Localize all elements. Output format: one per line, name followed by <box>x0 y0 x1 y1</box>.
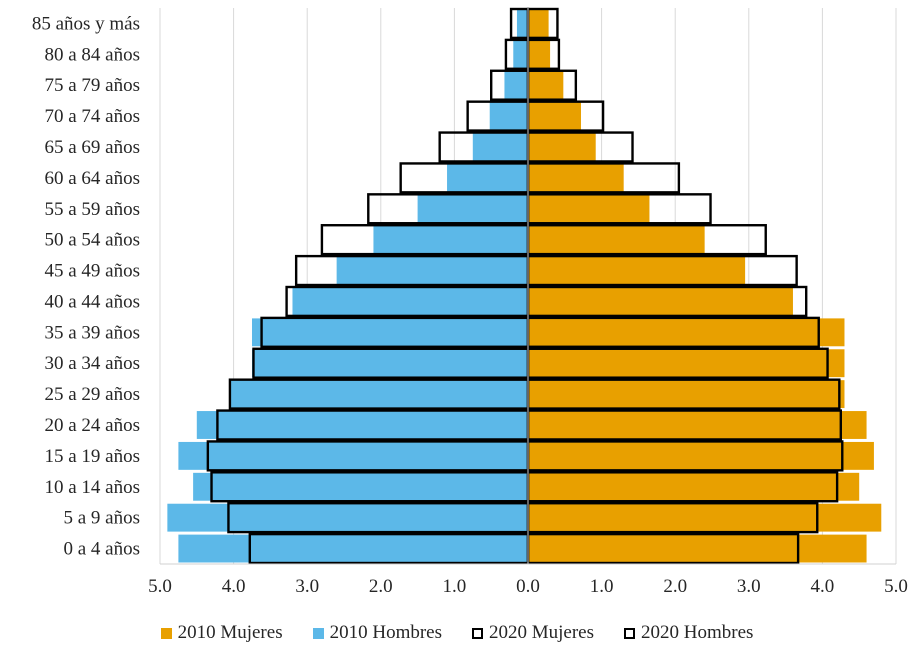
legend-label-2020-mujeres: 2020 Mujeres <box>489 622 595 643</box>
bar-2010-hombres <box>252 318 528 347</box>
age-label: 55 a 59 años <box>44 199 140 220</box>
x-tick-label: 4.0 <box>811 576 835 597</box>
bar-2010-mujeres <box>528 225 705 254</box>
age-labels: 0 a 4 años 5 a 9 años 10 a 14 años 15 a 19 … <box>32 13 140 559</box>
bar-2010-hombres <box>178 441 528 470</box>
x-tick-label: 4.0 <box>222 576 246 597</box>
age-label: 25 a 29 años <box>44 384 140 405</box>
age-label: 45 a 49 años <box>44 261 140 282</box>
legend-item-2020-hombres: 2020 Hombres <box>624 622 753 644</box>
bar-2010-hombres <box>504 71 528 100</box>
age-label: 85 años y más <box>32 13 140 34</box>
age-label: 70 a 74 años <box>44 106 140 127</box>
bar-2010-hombres <box>417 194 528 223</box>
age-label: 80 a 84 años <box>44 44 140 65</box>
bar-2010-mujeres <box>528 40 551 69</box>
bar-2010-hombres <box>167 503 529 532</box>
bar-2010-mujeres <box>528 163 624 192</box>
legend-swatch-2010-hombres <box>312 627 324 639</box>
age-label: 75 a 79 años <box>44 75 140 96</box>
legend-item-2010-hombres: 2010 Hombres <box>312 622 442 644</box>
x-tick-label: 0.0 <box>516 576 540 597</box>
bar-2010-mujeres <box>528 380 845 409</box>
x-tick-label: 5.0 <box>884 576 908 597</box>
bar-2010-hombres <box>472 133 528 161</box>
legend-item-2010-mujeres: 2010 Mujeres <box>160 622 283 644</box>
bar-2010-mujeres <box>528 349 845 378</box>
bar-2010-mujeres <box>528 441 874 470</box>
bar-2010-mujeres <box>528 503 882 532</box>
age-label: 50 a 54 años <box>44 230 140 251</box>
bar-2010-hombres <box>292 287 528 316</box>
age-label: 5 a 9 años <box>63 508 140 529</box>
bar-2010-mujeres <box>528 256 746 285</box>
bar-2010-hombres <box>489 102 528 131</box>
age-label: 20 a 24 años <box>44 415 140 436</box>
age-label: 60 a 64 años <box>44 168 140 189</box>
bar-2010-hombres <box>229 380 529 409</box>
bar-2010-hombres <box>178 534 528 563</box>
x-tick-label: 2.0 <box>369 576 393 597</box>
bar-2010-hombres <box>252 349 528 378</box>
x-tick-label: 3.0 <box>737 576 761 597</box>
bar-2010-hombres <box>336 256 528 285</box>
age-label: 35 a 39 años <box>44 322 140 343</box>
bars-2010 <box>167 9 882 563</box>
age-label: 10 a 14 años <box>44 477 140 498</box>
bar-2010-mujeres <box>528 133 596 161</box>
bar-2010-hombres <box>193 472 528 501</box>
bar-2010-hombres <box>373 225 528 254</box>
legend: 2010 Mujeres 2010 Hombres 2020 Mujeres 2… <box>0 622 914 644</box>
bar-2010-mujeres <box>528 318 845 347</box>
bar-2010-mujeres <box>528 411 867 439</box>
age-label: 65 a 69 años <box>44 137 140 158</box>
age-label: 15 a 19 años <box>44 446 140 467</box>
bar-2010-mujeres <box>528 534 867 563</box>
x-tick-label: 1.0 <box>590 576 614 597</box>
x-tick-label: 5.0 <box>148 576 172 597</box>
bar-2010-mujeres <box>528 472 860 501</box>
legend-item-2020-mujeres: 2020 Mujeres <box>472 622 594 644</box>
bar-2010-hombres <box>196 411 529 439</box>
legend-label-2010-hombres: 2010 Hombres <box>329 622 442 643</box>
legend-swatch-2020-hombres <box>624 627 636 639</box>
bar-2010-hombres <box>516 9 528 38</box>
bar-2010-mujeres <box>528 287 793 316</box>
age-label: 0 a 4 años <box>63 539 140 560</box>
x-tick-label: 2.0 <box>663 576 687 597</box>
legend-swatch-2010-mujeres <box>160 627 172 639</box>
age-label: 30 a 34 años <box>44 353 140 374</box>
x-tick-label: 1.0 <box>443 576 467 597</box>
x-tick-labels: 5.0 4.0 3.0 2.0 1.0 0.0 1.0 2.0 3.0 4.0 5.0 <box>148 576 908 597</box>
bar-2010-hombres <box>513 40 528 69</box>
bar-2010-mujeres <box>528 102 581 131</box>
bar-2010-mujeres <box>528 71 564 100</box>
age-label: 40 a 44 años <box>44 291 140 312</box>
legend-swatch-2020-mujeres <box>472 627 483 639</box>
x-tick-label: 3.0 <box>295 576 319 597</box>
bar-2010-mujeres <box>528 194 650 223</box>
legend-label-2010-mujeres: 2010 Mujeres <box>177 622 283 643</box>
bar-2010-hombres <box>447 163 528 192</box>
legend-label-2020-hombres: 2020 Hombres <box>641 622 754 643</box>
bar-2010-mujeres <box>528 9 549 38</box>
